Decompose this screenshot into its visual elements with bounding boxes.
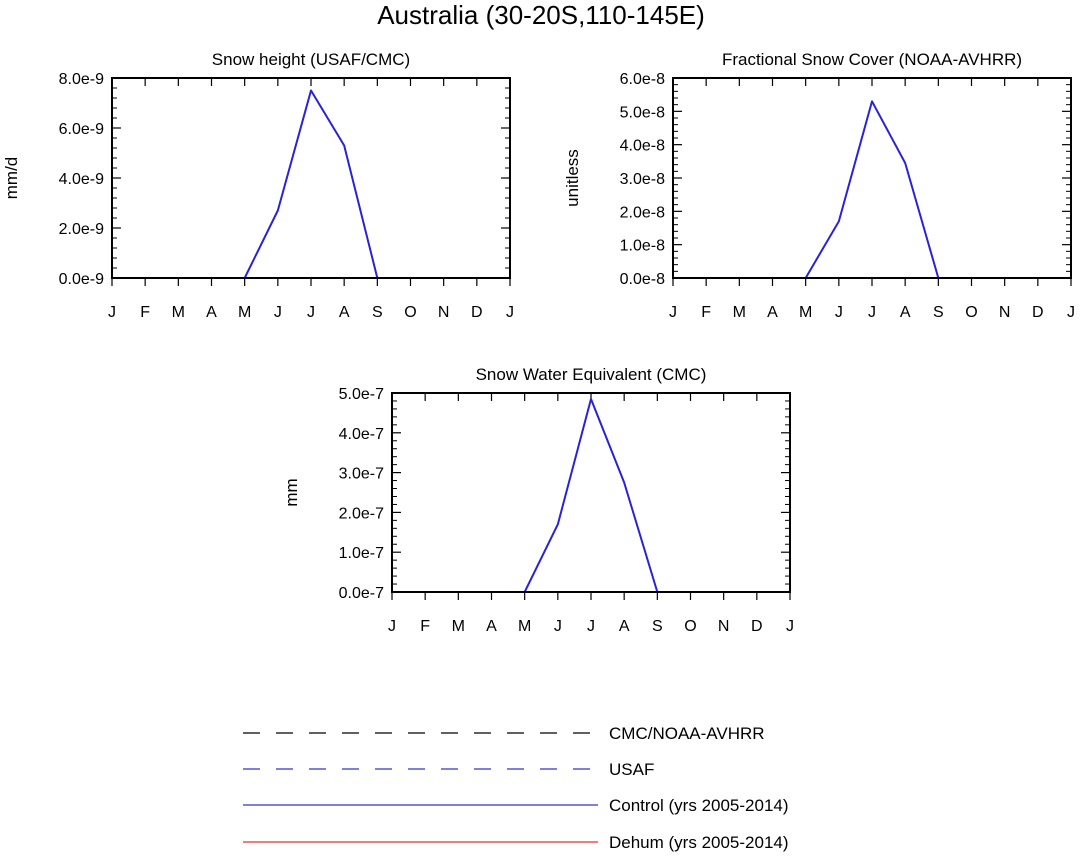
y-tick-label: 5.0e-8 bbox=[620, 104, 665, 121]
x-tick-label: J bbox=[835, 304, 843, 321]
legend: CMC/NOAA-AVHRR USAF Control (yrs 2005-2014… bbox=[243, 724, 789, 852]
y-axis-label: mm bbox=[282, 478, 301, 506]
x-tick-label: D bbox=[1032, 304, 1044, 321]
y-tick-label: 4.0e-8 bbox=[620, 138, 665, 155]
y-tick-label: 8.0e-9 bbox=[59, 71, 104, 88]
x-tick-label: A bbox=[767, 304, 778, 321]
series-line bbox=[392, 398, 790, 593]
legend-label: Control (yrs 2005-2014) bbox=[609, 796, 789, 815]
legend-item: CMC/NOAA-AVHRR bbox=[243, 724, 765, 743]
panels: Snow height (USAF/CMC) mm/d 0.0e-9 2.0e-9 4.… bbox=[2, 50, 1075, 635]
x-tick-label: J bbox=[868, 304, 876, 321]
x-tick-label: O bbox=[404, 304, 416, 321]
x-tick-label: D bbox=[471, 304, 483, 321]
panel-3: Snow Water Equivalent (CMC) mm 0.0e-7 1.0e-… bbox=[282, 365, 794, 635]
y-tick-label: 6.0e-9 bbox=[59, 121, 104, 138]
y-tick-label: 2.0e-7 bbox=[339, 505, 384, 522]
x-tick-label: A bbox=[339, 304, 350, 321]
y-tick-label: 0.0e-8 bbox=[620, 271, 665, 288]
y-tick-label: 3.0e-8 bbox=[620, 171, 665, 188]
plot-frame bbox=[391, 392, 791, 593]
x-tick-label: A bbox=[619, 618, 630, 635]
legend-item: Dehum (yrs 2005-2014) bbox=[243, 833, 789, 852]
y-tick-label: 6.0e-8 bbox=[620, 71, 665, 88]
series-line bbox=[392, 397, 790, 593]
x-tick-label: O bbox=[684, 618, 696, 635]
panel-1: Snow height (USAF/CMC) mm/d 0.0e-9 2.0e-9 4.… bbox=[2, 50, 514, 321]
series-line bbox=[112, 89, 510, 279]
x-tick-label: M bbox=[172, 304, 185, 321]
x-tick-label: S bbox=[933, 304, 944, 321]
y-axis-label: mm/d bbox=[2, 157, 21, 200]
x-tick-label: N bbox=[999, 304, 1011, 321]
y-tick-label: 2.0e-8 bbox=[620, 204, 665, 221]
x-tick-label: J bbox=[669, 304, 677, 321]
legend-label: USAF bbox=[609, 760, 654, 779]
x-tick-label: F bbox=[140, 304, 150, 321]
x-tick-label: A bbox=[900, 304, 911, 321]
x-tick-label: J bbox=[1067, 304, 1075, 321]
x-tick-label: A bbox=[486, 618, 497, 635]
y-tick-label: 2.0e-9 bbox=[59, 221, 104, 238]
series-line bbox=[673, 100, 1071, 279]
legend-item: Control (yrs 2005-2014) bbox=[243, 796, 789, 815]
x-tick-label: M bbox=[733, 304, 746, 321]
x-tick-label: D bbox=[751, 618, 763, 635]
panel-2: Fractional Snow Cover (NOAA-AVHRR) unitle… bbox=[563, 50, 1075, 321]
x-tick-label: J bbox=[554, 618, 562, 635]
x-tick-label: M bbox=[452, 618, 465, 635]
x-tick-label: F bbox=[701, 304, 711, 321]
legend-item: USAF bbox=[243, 760, 654, 779]
x-tick-label: J bbox=[274, 304, 282, 321]
y-tick-label: 0.0e-7 bbox=[339, 585, 384, 602]
y-tick-label: 0.0e-9 bbox=[59, 271, 104, 288]
panel-title: Snow height (USAF/CMC) bbox=[212, 50, 410, 69]
x-tick-label: J bbox=[587, 618, 595, 635]
y-tick-label: 1.0e-8 bbox=[620, 238, 665, 255]
x-tick-label: M bbox=[238, 304, 251, 321]
x-tick-label: J bbox=[388, 618, 396, 635]
x-tick-label: J bbox=[307, 304, 315, 321]
x-tick-label: S bbox=[652, 618, 663, 635]
plot-frame bbox=[672, 77, 1072, 279]
x-tick-label: N bbox=[438, 304, 450, 321]
series-line bbox=[673, 100, 1071, 279]
x-tick-label: M bbox=[799, 304, 812, 321]
plot-frame bbox=[111, 77, 511, 279]
x-tick-label: J bbox=[108, 304, 116, 321]
figure-title: Australia (30-20S,110-145E) bbox=[377, 0, 705, 30]
panel-title: Fractional Snow Cover (NOAA-AVHRR) bbox=[722, 50, 1022, 69]
y-tick-label: 5.0e-7 bbox=[339, 386, 384, 403]
x-tick-label: S bbox=[372, 304, 383, 321]
y-tick-label: 3.0e-7 bbox=[339, 466, 384, 483]
x-tick-label: M bbox=[518, 618, 531, 635]
x-tick-label: N bbox=[718, 618, 730, 635]
x-tick-label: J bbox=[506, 304, 514, 321]
panel-title: Snow Water Equivalent (CMC) bbox=[476, 365, 707, 384]
legend-label: CMC/NOAA-AVHRR bbox=[609, 724, 765, 743]
x-tick-label: J bbox=[786, 618, 794, 635]
y-axis-label: unitless bbox=[563, 149, 582, 207]
x-tick-label: A bbox=[206, 304, 217, 321]
legend-label: Dehum (yrs 2005-2014) bbox=[609, 833, 789, 852]
y-tick-label: 4.0e-7 bbox=[339, 426, 384, 443]
series-line bbox=[112, 89, 510, 279]
y-tick-label: 1.0e-7 bbox=[339, 545, 384, 562]
x-tick-label: O bbox=[965, 304, 977, 321]
y-tick-label: 4.0e-9 bbox=[59, 171, 104, 188]
x-tick-label: F bbox=[420, 618, 430, 635]
